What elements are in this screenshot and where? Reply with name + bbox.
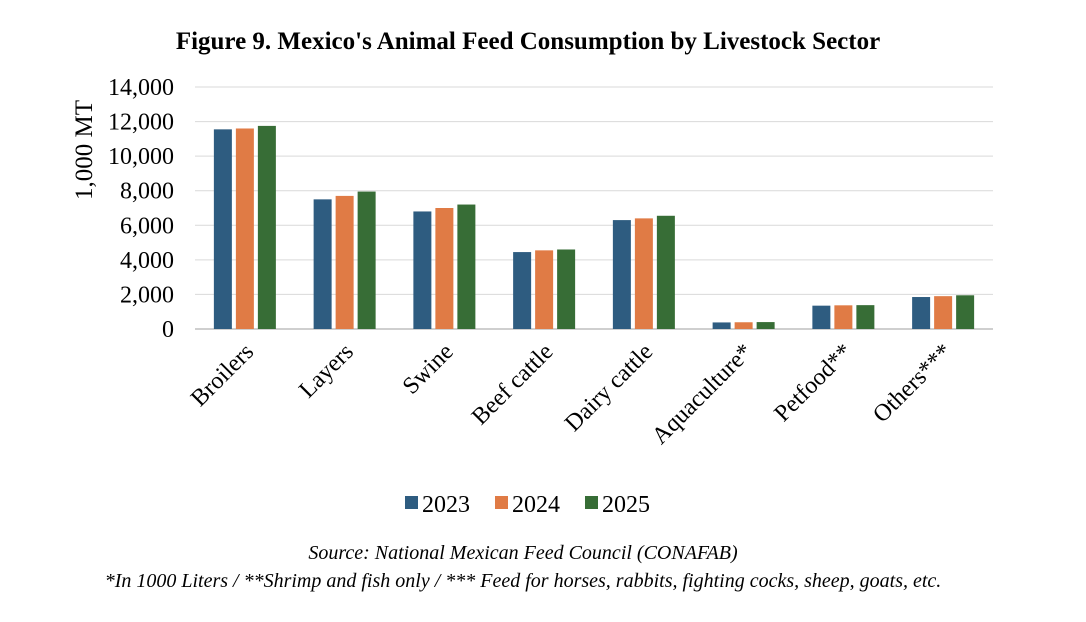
bar-2023 (413, 211, 432, 329)
bar-2025 (956, 295, 975, 329)
y-axis-label: 1,000 MT (71, 100, 98, 200)
legend-swatch (585, 496, 598, 509)
legend: 2023 2024 2025 (405, 492, 650, 518)
bar-2023 (712, 322, 731, 329)
bar-2023 (612, 220, 631, 329)
y-tick-label: 4,000 (120, 248, 174, 274)
x-category-label: Beef cattle (467, 339, 558, 430)
bars (213, 125, 975, 330)
x-category-label: Aquaculture* (647, 339, 758, 450)
y-tick-label: 12,000 (108, 110, 174, 136)
bar-2024 (634, 218, 653, 329)
bar-2025 (257, 125, 276, 330)
bar-2024 (834, 305, 853, 329)
bar-2024 (734, 322, 753, 329)
footnote: *In 1000 Liters / **Shrimp and fish only… (104, 570, 942, 592)
bar-2025 (557, 249, 576, 329)
bar-2025 (357, 191, 376, 329)
source-note: Source: National Mexican Feed Council (C… (308, 542, 738, 564)
bar-2023 (213, 129, 232, 329)
y-tick-label: 8,000 (120, 179, 174, 205)
x-category-label: Dairy cattle (560, 339, 658, 437)
bar-2024 (934, 296, 953, 329)
y-tick-label: 2,000 (120, 282, 174, 308)
x-category-label: Layers (294, 339, 359, 404)
x-axis-categories: Broilers Layers Swine Beef cattle Dairy catt… (186, 339, 957, 450)
bar-2024 (435, 208, 454, 329)
bar-2023 (513, 252, 532, 329)
y-tick-label: 14,000 (108, 75, 174, 101)
y-axis-ticks: 0 2,000 4,000 6,000 8,000 10,000 12,000 14,000 (108, 75, 174, 343)
bar-2025 (856, 305, 875, 329)
legend-swatch (405, 496, 418, 509)
bar-2025 (756, 322, 775, 329)
legend-label: 2024 (512, 492, 560, 518)
chart-title: Figure 9. Mexico's Animal Feed Consumpti… (175, 28, 881, 55)
x-category-label: Broilers (186, 339, 259, 412)
bar-2024 (335, 195, 354, 329)
x-category-label: Petfood** (769, 339, 857, 427)
bar-2025 (457, 204, 476, 329)
y-tick-label: 10,000 (108, 144, 174, 170)
bar-chart: 02,0004,0006,0008,00010,00012,00014,000 … (71, 75, 993, 518)
bar-2023 (812, 305, 831, 329)
bar-2025 (656, 215, 675, 329)
bar-2023 (313, 199, 332, 329)
x-category-label: Others*** (868, 339, 957, 428)
x-category-label: Swine (398, 339, 459, 400)
y-tick-label: 6,000 (120, 213, 174, 239)
y-tick-label: 0 (162, 317, 174, 343)
legend-label: 2025 (602, 492, 650, 518)
bar-2024 (235, 128, 254, 329)
legend-swatch (495, 496, 508, 509)
bar-2023 (912, 297, 931, 329)
bar-2024 (535, 250, 554, 329)
legend-label: 2023 (422, 492, 470, 518)
